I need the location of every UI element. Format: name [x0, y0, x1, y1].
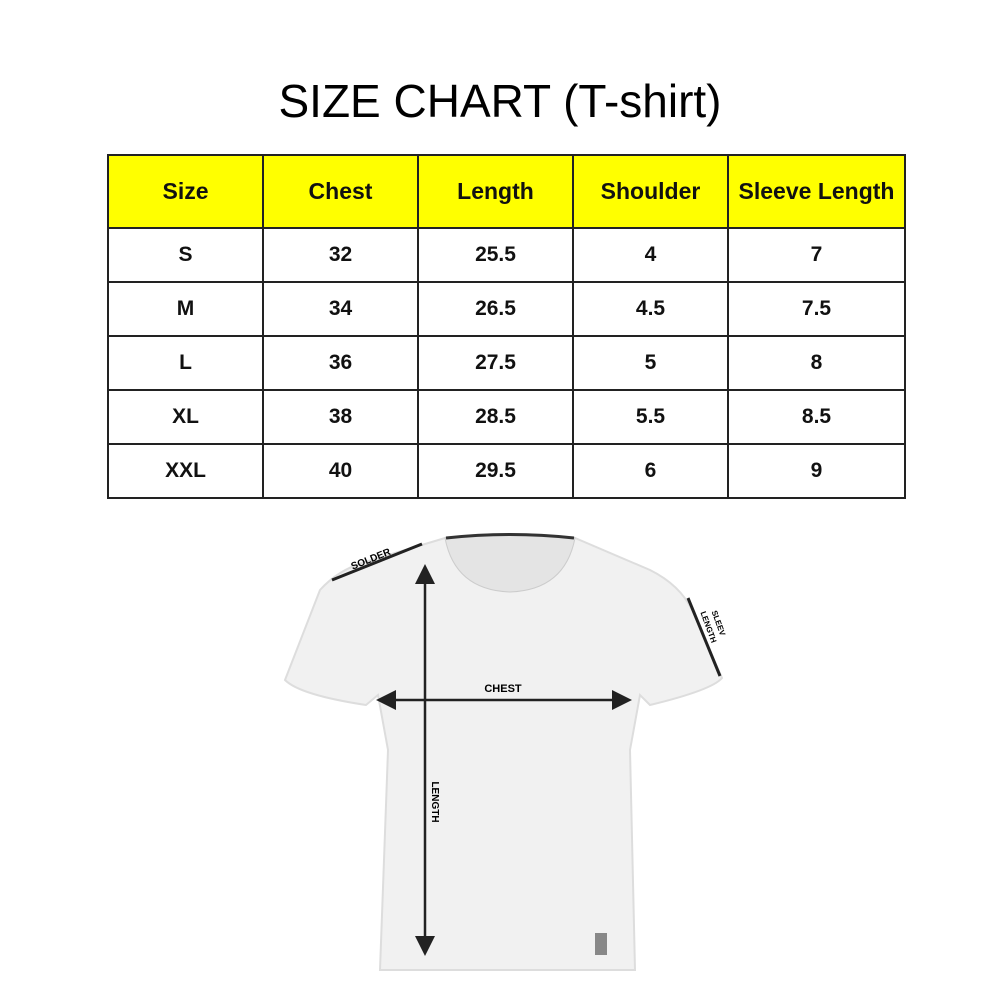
tshirt-diagram: SOLDER SLEEV LENGTH CHEST LENGTH — [283, 533, 727, 971]
table-cell: 34 — [262, 281, 419, 337]
table-cell: 26.5 — [417, 281, 574, 337]
table-row: XXL 40 29.5 6 9 — [107, 443, 906, 499]
tshirt-collar — [445, 533, 575, 540]
table-row: XL 38 28.5 5.5 8.5 — [107, 389, 906, 445]
table-cell: 36 — [262, 335, 419, 391]
table-cell: 27.5 — [417, 335, 574, 391]
sleeve-line — [686, 597, 722, 677]
header-shoulder: Shoulder — [572, 154, 729, 229]
header-length: Length — [417, 154, 574, 229]
table-cell: 40 — [262, 443, 419, 499]
table-cell: 4.5 — [572, 281, 729, 337]
header-row: Size Chest Length Shoulder Sleeve Length — [107, 154, 906, 229]
table-cell: 7 — [727, 227, 906, 283]
table-cell: 8.5 — [727, 389, 906, 445]
header-chest: Chest — [262, 154, 419, 229]
table-cell: XXL — [107, 443, 264, 499]
table-cell: S — [107, 227, 264, 283]
tshirt-shape — [283, 533, 724, 971]
table-cell: 29.5 — [417, 443, 574, 499]
table-cell: 5 — [572, 335, 729, 391]
header-size: Size — [107, 154, 264, 229]
table-cell: L — [107, 335, 264, 391]
table-cell: M — [107, 281, 264, 337]
table-cell: 28.5 — [417, 389, 574, 445]
table-cell: 4 — [572, 227, 729, 283]
length-label: LENGTH — [429, 781, 440, 822]
table-cell: 38 — [262, 389, 419, 445]
table-cell: 6 — [572, 443, 729, 499]
table-row: S 32 25.5 4 7 — [107, 227, 906, 283]
size-table: Size Chest Length Shoulder Sleeve Length… — [107, 154, 906, 499]
page-title: SIZE CHART (T-shirt) — [278, 75, 722, 127]
header-sleeve-length: Sleeve Length — [727, 154, 906, 229]
shoulder-line — [331, 542, 423, 582]
table-cell: 9 — [727, 443, 906, 499]
table-cell: XL — [107, 389, 264, 445]
table-cell: 32 — [262, 227, 419, 283]
table-row: L 36 27.5 5 8 — [107, 335, 906, 391]
table-cell: 7.5 — [727, 281, 906, 337]
chest-label: CHEST — [484, 683, 522, 695]
table-cell: 25.5 — [417, 227, 574, 283]
brand-tag — [595, 933, 607, 955]
table-row: M 34 26.5 4.5 7.5 — [107, 281, 906, 337]
table-cell: 5.5 — [572, 389, 729, 445]
table-cell: 8 — [727, 335, 906, 391]
